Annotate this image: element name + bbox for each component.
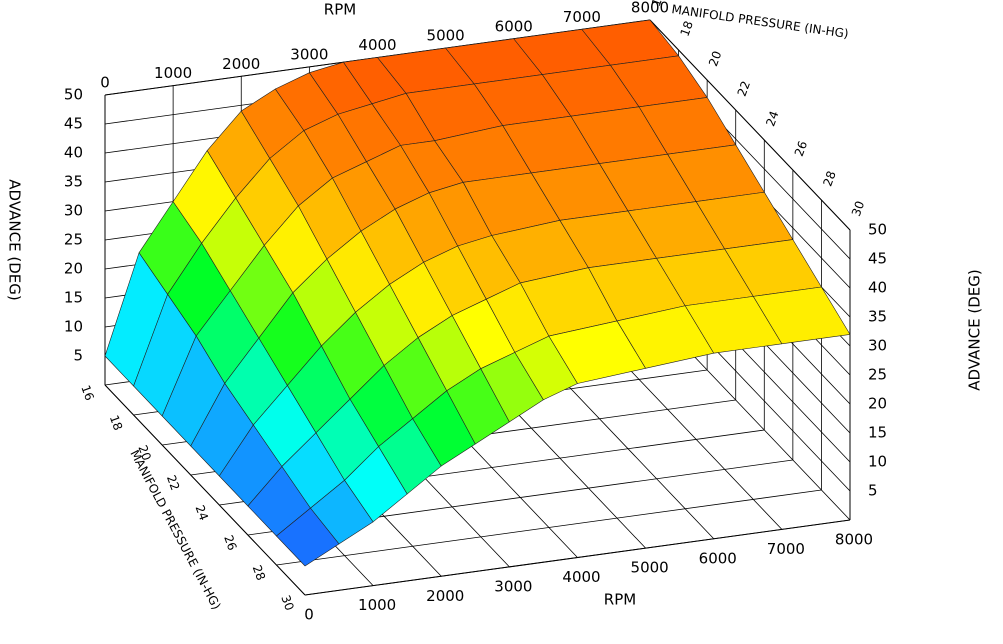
y-tick-label-top: 16 xyxy=(649,0,667,8)
x-tick-label-bottom: 1000 xyxy=(358,596,396,614)
z-tick-label-left: 30 xyxy=(64,202,83,220)
x-tick-label-top: 8000 xyxy=(631,0,669,17)
z-tick-label-left: 40 xyxy=(64,144,83,162)
x-tick-label-top: 2000 xyxy=(222,55,260,73)
z-tick-label-right: 20 xyxy=(868,395,887,413)
y-tick-label-left: 28 xyxy=(250,563,268,582)
x-tick-label-bottom: 3000 xyxy=(494,577,532,595)
z-axis-title-left: ADVANCE (DEG) xyxy=(6,179,24,300)
x-tick-label-bottom: 6000 xyxy=(699,549,737,567)
y-tick-label-top: 26 xyxy=(792,139,810,158)
z-tick-label-left: 50 xyxy=(64,86,83,104)
y-tick-label-left: 30 xyxy=(278,593,296,612)
axis-line xyxy=(649,19,851,231)
z-tick-label-right: 25 xyxy=(868,366,887,384)
x-axis-title-bottom: RPM xyxy=(604,591,636,609)
y-tick-label-left: 20 xyxy=(135,443,153,462)
y-tick-label-top: 28 xyxy=(820,169,838,188)
z-tick-label-right: 10 xyxy=(868,453,887,471)
z-tick-label-right: 35 xyxy=(868,308,887,326)
z-tick-label-right: 45 xyxy=(868,250,887,268)
z-tick-label-left: 20 xyxy=(64,260,83,278)
x-tick-label-bottom: 0 xyxy=(304,606,314,624)
x-axis-title-top: RPM xyxy=(324,1,356,19)
z-tick-label-right: 15 xyxy=(868,424,887,442)
z-tick-label-right: 5 xyxy=(868,482,878,500)
z-tick-label-right: 50 xyxy=(868,221,887,239)
z-tick-label-left: 5 xyxy=(73,347,83,365)
z-axis-title-right: ADVANCE (DEG) xyxy=(966,269,984,390)
x-tick-label-top: 3000 xyxy=(290,45,328,63)
y-tick-label-top: 30 xyxy=(849,199,867,218)
z-tick-label-right: 40 xyxy=(868,279,887,297)
z-tick-label-left: 15 xyxy=(64,289,83,307)
z-tick-label-left: 45 xyxy=(64,115,83,133)
x-tick-label-bottom: 8000 xyxy=(835,531,873,549)
x-tick-label-top: 7000 xyxy=(563,8,601,26)
x-tick-label-bottom: 7000 xyxy=(767,540,805,558)
y-tick-label-top: 22 xyxy=(735,79,753,98)
y-tick-label-top: 24 xyxy=(763,109,781,128)
x-tick-label-bottom: 5000 xyxy=(631,559,669,577)
y-tick-label-top: 20 xyxy=(706,49,724,68)
y-tick-label-left: 22 xyxy=(164,473,182,492)
x-tick-label-top: 5000 xyxy=(427,27,465,45)
z-tick-label-left: 25 xyxy=(64,231,83,249)
x-tick-label-bottom: 2000 xyxy=(426,587,464,605)
x-tick-label-top: 0 xyxy=(100,74,110,92)
axis-line xyxy=(304,519,851,596)
z-tick-label-left: 10 xyxy=(64,318,83,336)
x-tick-label-top: 6000 xyxy=(495,17,533,35)
z-tick-label-left: 35 xyxy=(64,173,83,191)
x-tick-label-bottom: 4000 xyxy=(562,568,600,586)
y-tick-label-left: 18 xyxy=(107,413,125,432)
y-tick-label-left: 16 xyxy=(78,383,96,402)
z-tick-label-right: 30 xyxy=(868,337,887,355)
y-tick-label-left: 26 xyxy=(221,533,239,552)
axis-line xyxy=(104,384,306,596)
x-tick-label-top: 4000 xyxy=(358,36,396,54)
y-tick-label-top: 18 xyxy=(678,19,696,38)
floor-grid-line xyxy=(276,489,822,566)
y-axis-title-top: MANIFOLD PRESSURE (IN-HG) xyxy=(671,2,850,41)
surface-cell xyxy=(753,286,851,345)
y-tick-label-left: 24 xyxy=(193,503,211,522)
x-tick-label-top: 1000 xyxy=(154,64,192,82)
